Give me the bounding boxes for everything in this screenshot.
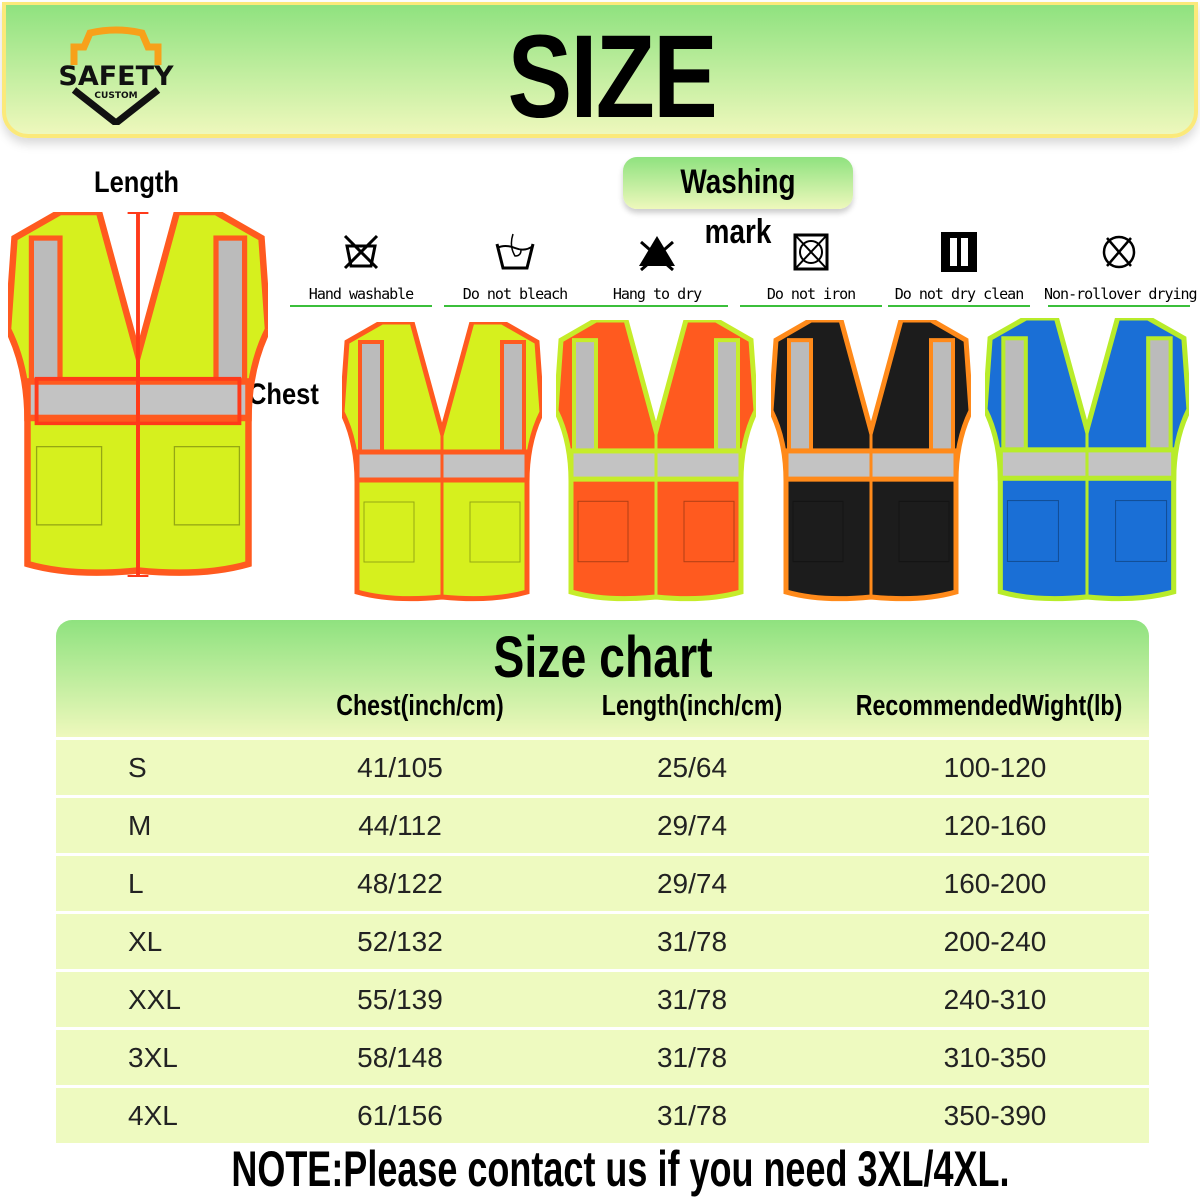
divider xyxy=(290,305,432,307)
divider xyxy=(444,305,586,307)
cell-weight: 350-390 xyxy=(943,1100,1047,1131)
divider xyxy=(740,305,882,307)
divider xyxy=(888,305,1030,307)
hand-wash-crossed-icon xyxy=(343,234,379,270)
cell-length: 31/78 xyxy=(656,1042,728,1073)
cell-length: 31/78 xyxy=(656,984,728,1015)
washing-mark-title: Washing mark xyxy=(623,157,853,251)
cell-length: 29/74 xyxy=(656,810,728,841)
table-row: M 44/112 29/74 120-160 xyxy=(56,798,1149,853)
column-header-chest: Chest(inch/cm) xyxy=(336,690,504,722)
cell-size: L xyxy=(128,868,144,899)
care-item: Hang to dry xyxy=(582,232,732,307)
cell-size: XL xyxy=(128,926,163,957)
cell-weight: 240-310 xyxy=(943,984,1047,1015)
table-row: 4XL 61/156 31/78 350-390 xyxy=(56,1088,1149,1143)
column-header-length: Length(inch/cm) xyxy=(601,690,783,722)
vest-image-yellow xyxy=(342,322,542,602)
table-row: L 48/122 29/74 160-200 xyxy=(56,856,1149,911)
cell-chest: 44/112 xyxy=(358,810,442,841)
cell-size: M xyxy=(128,810,152,841)
cell-chest: 58/148 xyxy=(357,1042,443,1073)
cell-chest: 55/139 xyxy=(357,984,443,1015)
note-text: NOTE:Please contact us if you need 3XL/4… xyxy=(230,1141,1010,1197)
size-chart-table: Size chart Chest(inch/cm) Length(inch/cm… xyxy=(56,620,1149,1143)
tumble-dry-crossed-icon xyxy=(793,233,829,271)
size-chart-header: Size chart Chest(inch/cm) Length(inch/cm… xyxy=(56,620,1149,737)
svg-text:CUSTOM: CUSTOM xyxy=(94,91,137,101)
cell-weight: 310-350 xyxy=(943,1042,1047,1073)
divider xyxy=(586,305,728,307)
care-label: Hand washable xyxy=(308,285,414,303)
divider xyxy=(1048,305,1190,307)
table-row: S 41/105 25/64 100-120 xyxy=(56,740,1149,795)
vest-image-blue xyxy=(985,318,1189,602)
cell-weight: 120-160 xyxy=(943,810,1047,841)
chest-label: Chest xyxy=(248,378,319,411)
cell-size: 4XL xyxy=(128,1100,178,1131)
care-label: Do not dry clean xyxy=(894,285,1025,303)
svg-text:SAFETY: SAFETY xyxy=(58,61,174,92)
size-chart-title: Size chart xyxy=(492,625,713,690)
table-row: XXL 55/139 31/78 240-310 xyxy=(56,972,1149,1027)
care-label: Hang to dry xyxy=(612,285,702,303)
table-row: XL 52/132 31/78 200-240 xyxy=(56,914,1149,969)
care-label: Do not bleach xyxy=(462,285,568,303)
cell-weight: 160-200 xyxy=(943,868,1047,899)
cell-chest: 41/105 xyxy=(357,752,443,783)
cell-weight: 200-240 xyxy=(943,926,1047,957)
cell-chest: 48/122 xyxy=(357,868,443,899)
cell-size: XXL xyxy=(128,984,181,1015)
cell-length: 31/78 xyxy=(656,926,728,957)
care-label: Do not iron xyxy=(766,285,856,303)
page-title: SIZE xyxy=(507,11,718,143)
cell-length: 29/74 xyxy=(656,868,728,899)
cell-weight: 100-120 xyxy=(943,752,1047,783)
cell-length: 25/64 xyxy=(656,752,728,783)
care-item: Do not bleach xyxy=(440,232,590,307)
care-item: Do not iron xyxy=(736,232,886,307)
circle-crossed-icon xyxy=(1102,235,1136,269)
header-banner: SAFETY CUSTOM SIZE xyxy=(2,2,1198,143)
measurement-vest-image xyxy=(8,212,268,577)
length-label: Length xyxy=(94,166,179,199)
care-item: Do not dry clean xyxy=(884,232,1034,307)
cell-size: S xyxy=(128,752,147,783)
cell-chest: 52/132 xyxy=(357,926,443,957)
care-item: Hand washable xyxy=(286,232,436,307)
table-row: 3XL 58/148 31/78 310-350 xyxy=(56,1030,1149,1085)
column-header-weight: RecommendedWight(lb) xyxy=(855,690,1123,722)
care-label: Non-rollover drying xyxy=(1044,285,1198,303)
hand-wash-tub-icon xyxy=(495,233,535,270)
cell-size: 3XL xyxy=(128,1042,178,1073)
safety-custom-logo: SAFETY CUSTOM xyxy=(58,26,174,125)
vest-image-orange xyxy=(556,320,756,602)
vest-image-black xyxy=(771,320,971,602)
triangle-crossed-icon xyxy=(639,236,675,272)
cell-chest: 61/156 xyxy=(357,1100,443,1131)
cell-length: 31/78 xyxy=(656,1100,728,1131)
care-item: Non-rollover drying xyxy=(1044,232,1198,307)
line-dry-icon xyxy=(941,232,977,272)
